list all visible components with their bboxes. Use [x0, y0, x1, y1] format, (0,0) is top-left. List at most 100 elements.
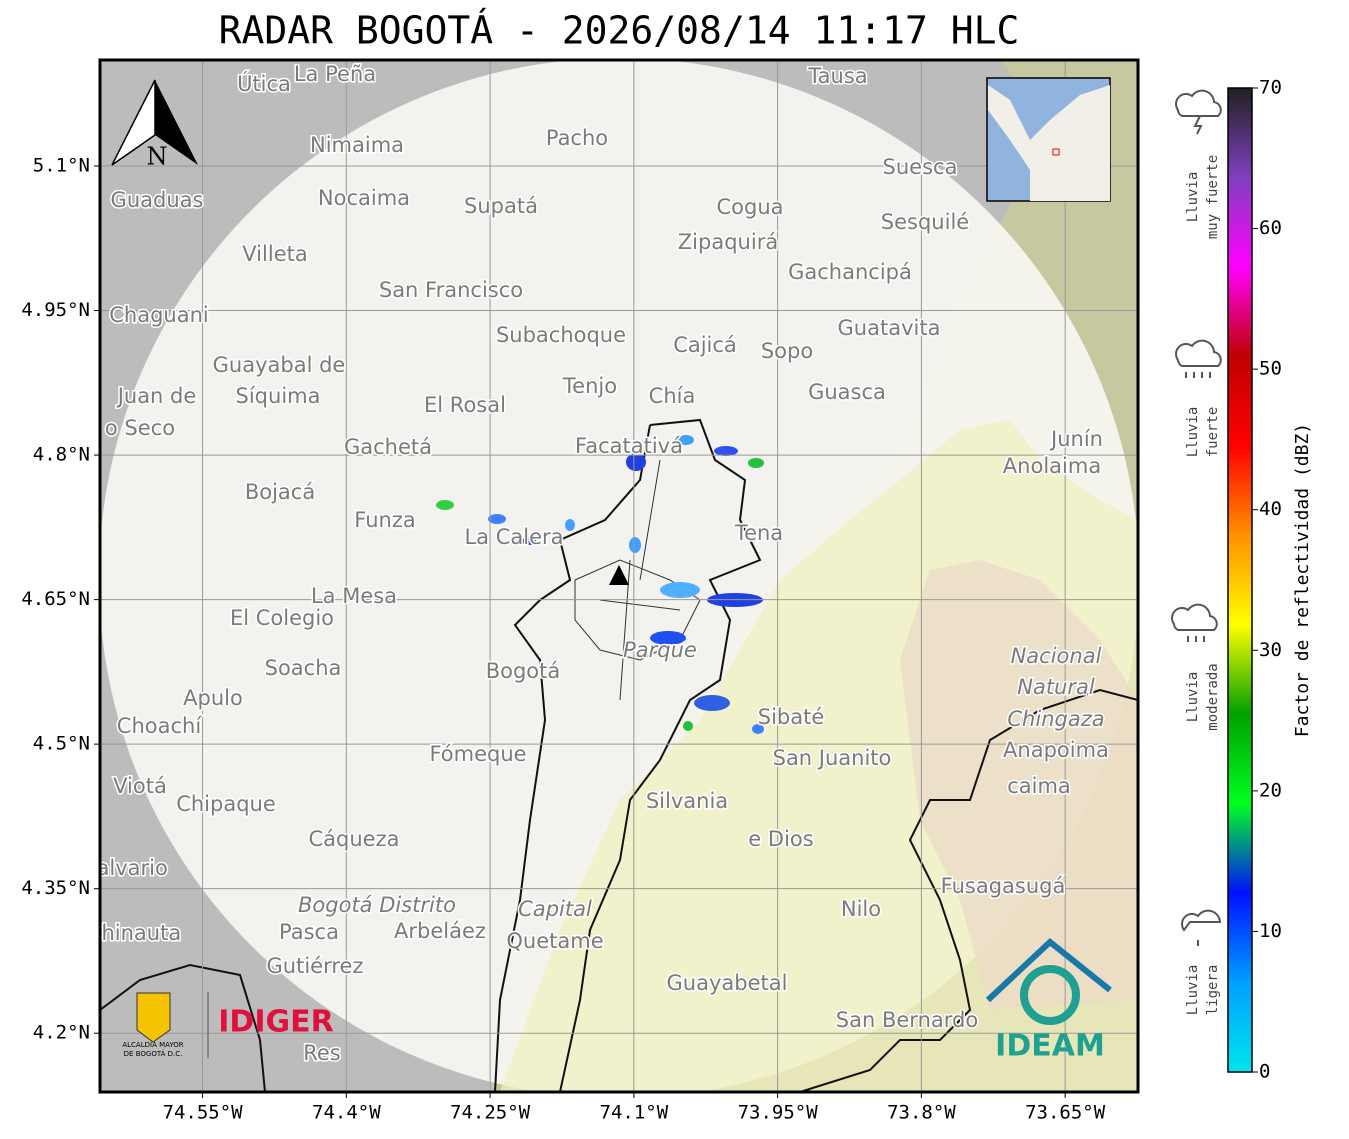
place-label: Zipaquirá — [678, 230, 778, 254]
legend-label: Lluvia — [1185, 407, 1201, 458]
radar-echo — [683, 721, 693, 731]
place-label: El Colegio — [230, 606, 334, 630]
x-tick-label: 73.95°W — [738, 1102, 819, 1124]
place-label: Sibaté — [758, 705, 825, 729]
radar-echo — [629, 537, 641, 553]
ideam-logo: IDEAM — [995, 1029, 1105, 1064]
place-label: Facatativá — [575, 434, 683, 458]
colorbar-tick-label: 30 — [1259, 639, 1282, 661]
icon-heavy-rain — [1175, 339, 1222, 367]
place-label: Cogua — [716, 195, 783, 219]
place-label: Suesca — [883, 155, 958, 179]
y-tick-label: 5.1°N — [33, 154, 90, 176]
place-label: Natural — [1017, 675, 1095, 699]
place-label: Tausa — [807, 64, 867, 88]
radar-echo — [678, 435, 694, 445]
radar-site — [609, 565, 629, 585]
north-arrow-right — [155, 80, 198, 165]
place-label: Sopo — [761, 339, 813, 363]
place-label: o Seco — [105, 416, 175, 440]
icon-moderate-rain — [1171, 603, 1218, 631]
place-label: Guatavita — [838, 316, 941, 340]
place-label: Anapoima — [1003, 738, 1109, 762]
place-label: Chaguani — [109, 303, 209, 327]
y-tick-label: 4.5°N — [33, 733, 90, 755]
north-label: N — [147, 143, 168, 171]
place-label: Apulo — [183, 686, 243, 710]
place-label: Guasca — [808, 380, 886, 404]
place-label: Nocaima — [318, 186, 410, 210]
place-label: caima — [1007, 774, 1071, 798]
place-label: Cajicá — [673, 333, 737, 357]
place-label: Nacional — [1011, 644, 1102, 668]
place-label: Quetame — [506, 929, 603, 953]
place-label: Gachetá — [344, 435, 432, 459]
radar-echo — [626, 453, 646, 471]
place-label: El Rosal — [424, 393, 506, 417]
place-label: Bojacá — [245, 480, 315, 504]
x-tick-label: 74.25°W — [450, 1102, 531, 1124]
y-tick-label: 4.8°N — [33, 444, 90, 466]
alcaldia-text: ALCALDÍA MAYOR — [122, 1040, 183, 1049]
place-label: Chingaza — [1007, 707, 1104, 731]
place-label: Chipaque — [176, 792, 276, 816]
place-label: Fusagasugá — [941, 874, 1066, 898]
place-label: Subachoque — [496, 323, 626, 347]
x-tick-label: 74.55°W — [163, 1102, 244, 1124]
place-label: Pacho — [546, 126, 608, 150]
radar-echo — [436, 500, 454, 510]
place-label: Fómeque — [429, 742, 526, 766]
map-frame — [98, 58, 1140, 1094]
x-tick-label: 73.65°W — [1025, 1102, 1106, 1124]
boundaries — [100, 418, 1138, 1092]
place-label: La Calera — [464, 525, 563, 549]
icon-light-rain — [1181, 909, 1222, 932]
legend-label: fuerte — [1205, 407, 1221, 458]
place-label: Nilo — [841, 897, 881, 921]
place-label: Parque — [623, 638, 697, 662]
place-label: Viotá — [113, 774, 167, 798]
place-label: Funza — [354, 508, 415, 532]
place-label: Guayabetal — [667, 971, 788, 995]
place-label: Bogotá — [486, 659, 561, 683]
place-label: Gachancipá — [788, 260, 912, 284]
place-label: La Peña — [294, 62, 376, 86]
place-label: Sesquilé — [881, 210, 969, 234]
place-label: San Francisco — [379, 278, 523, 302]
colorbar-tick-label: 10 — [1259, 920, 1282, 942]
place-label: Nimaima — [310, 133, 404, 157]
map: Útica La Peña Tausa Pacho Nimaima Suesca Guadu… — [87, 60, 1138, 1092]
place-label: Chinauta — [87, 921, 181, 945]
colorbar-tick-label: 0 — [1259, 1061, 1270, 1083]
x-tick-label: 73.8°W — [887, 1102, 956, 1124]
park-area — [900, 560, 1138, 1010]
place-label: Útica — [237, 71, 291, 96]
legend-label: ligera — [1205, 965, 1221, 1016]
axes: 74.55°W 74.4°W 74.25°W 74.1°W 73.95°W 73.8°W 7… — [21, 154, 1105, 1123]
place-label: Anolaima — [1003, 454, 1101, 478]
place-label: Choachí — [117, 714, 203, 738]
ideam-swirl — [1020, 965, 1080, 1025]
place-label: Chía — [649, 384, 696, 408]
radar-echo — [714, 446, 738, 456]
place-label: e Dios — [748, 827, 813, 851]
colorbar — [1227, 87, 1253, 1073]
place-label: La Mesa — [311, 584, 397, 608]
radar-echo — [660, 582, 700, 598]
x-tick-label: 74.4°W — [312, 1102, 381, 1124]
place-label: Soacha — [265, 656, 342, 680]
y-tick-label: 4.65°N — [21, 588, 90, 610]
y-tick-label: 4.35°N — [21, 877, 90, 899]
place-label: Villeta — [242, 242, 307, 266]
legend-label: Lluvia — [1185, 172, 1201, 223]
place-label: Síquima — [236, 384, 321, 408]
weather-icons — [1171, 89, 1222, 946]
title: RADAR BOGOTÁ - 2026/08/14 11:17 HLC — [219, 9, 1020, 53]
legend-label: Lluvia — [1185, 672, 1201, 723]
icon-drops — [1187, 636, 1205, 642]
place-label: Gutiérrez — [267, 954, 364, 978]
place-label: Guayabal de — [213, 353, 346, 377]
colorbar-tick-label: 70 — [1259, 77, 1282, 99]
